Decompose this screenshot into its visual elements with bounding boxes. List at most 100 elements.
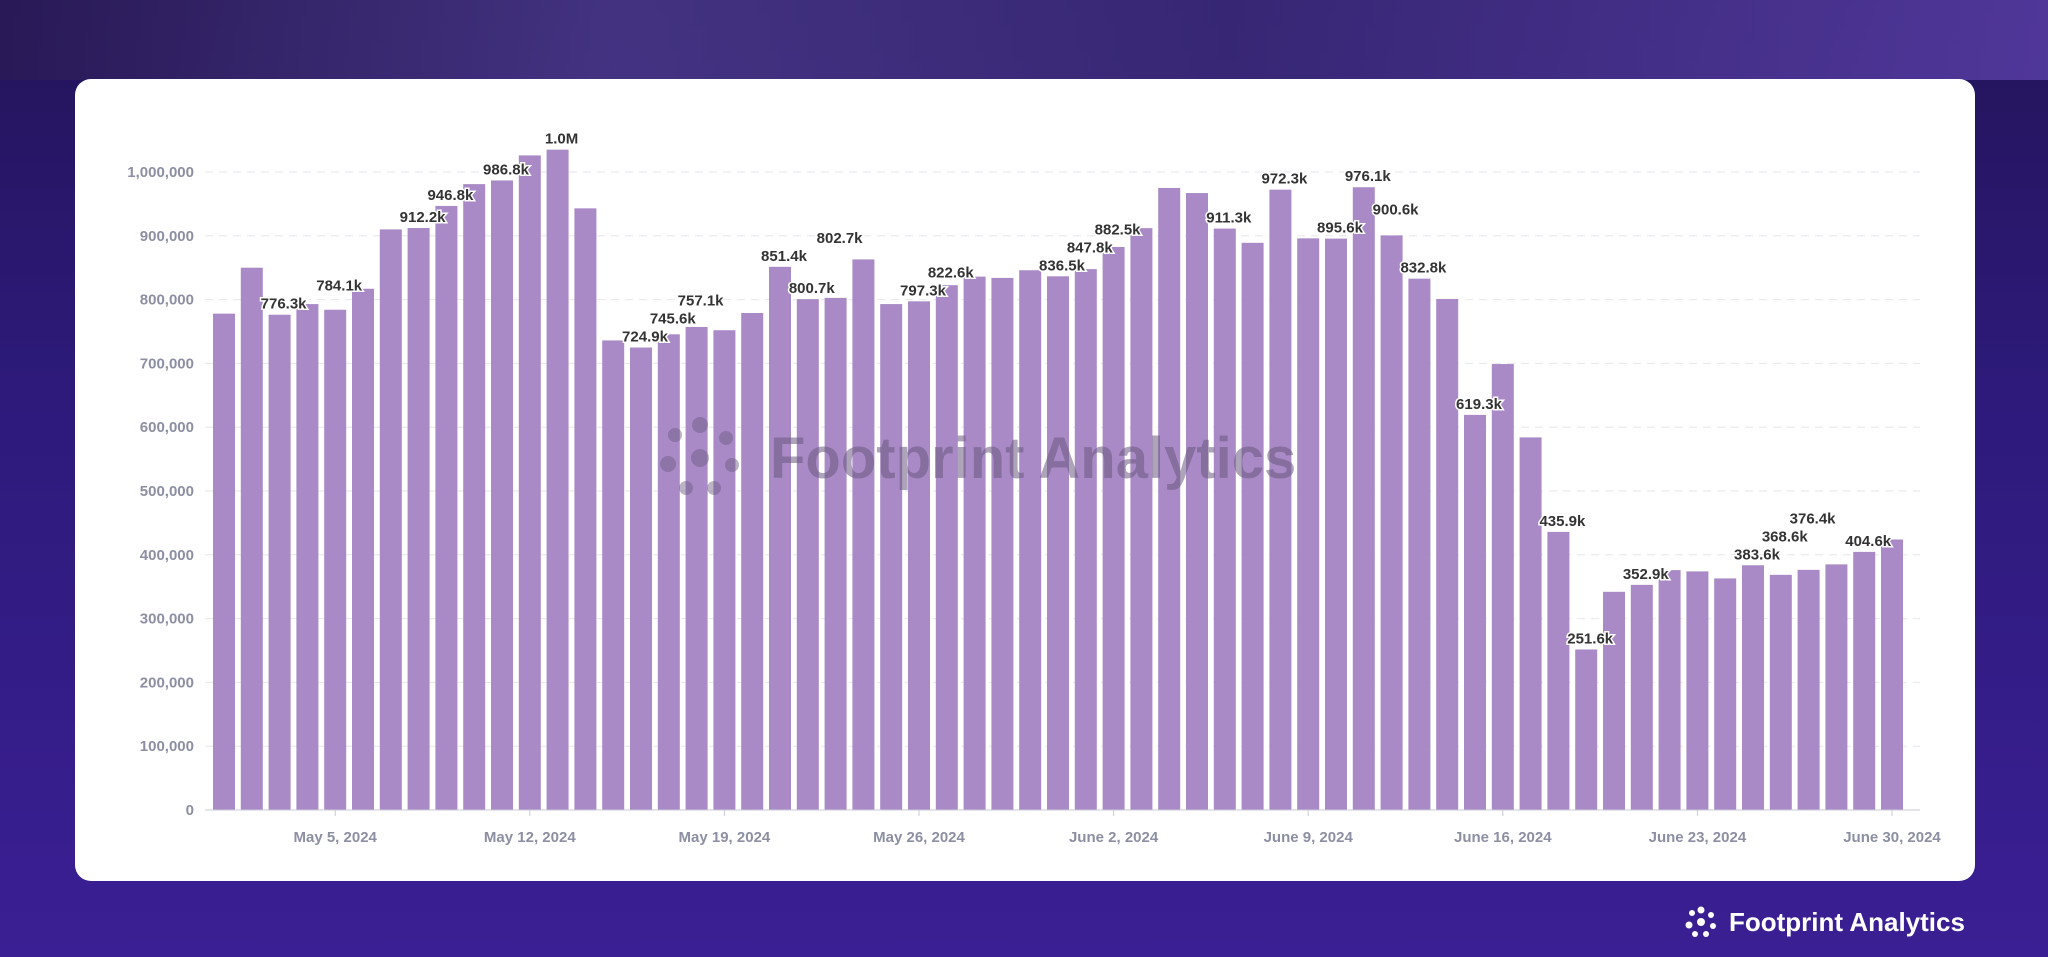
bar	[824, 297, 847, 810]
bar	[991, 277, 1014, 811]
data-label: 383.6k	[1734, 546, 1781, 563]
bar	[546, 149, 569, 811]
data-label: 912.2k	[400, 209, 447, 226]
bar	[713, 330, 736, 810]
data-label: 619.3k	[1456, 396, 1503, 413]
bar	[240, 267, 263, 810]
data-label: 911.3k	[1206, 210, 1252, 227]
bar	[1769, 574, 1792, 810]
bar	[1603, 591, 1625, 810]
data-label: 851.4k	[761, 248, 808, 265]
data-label: 986.8k	[483, 161, 530, 178]
data-label: 757.1k	[678, 293, 725, 310]
y-tick-label: 900,000	[140, 228, 194, 245]
bar	[407, 228, 430, 810]
data-label: 895.6k	[1317, 220, 1364, 237]
bar	[1380, 235, 1403, 810]
footprint-logo-icon	[1685, 906, 1716, 937]
bar	[1241, 242, 1264, 810]
data-label: 404.6k	[1845, 533, 1892, 550]
bar	[852, 259, 875, 810]
bar	[379, 229, 402, 811]
bar	[769, 266, 791, 811]
bar	[1130, 228, 1153, 811]
bar	[1547, 531, 1570, 810]
bar	[1352, 187, 1375, 811]
y-tick-label: 600,000	[140, 419, 194, 436]
bar	[324, 309, 347, 810]
x-tick-label: June 30, 2024	[1843, 829, 1941, 846]
bar	[1408, 278, 1431, 811]
data-label: 900.6k	[1373, 202, 1420, 219]
y-tick-label: 700,000	[140, 355, 194, 372]
bar	[1464, 414, 1486, 810]
bar	[1797, 569, 1820, 810]
y-tick-label: 0	[186, 802, 194, 819]
bar	[908, 301, 930, 810]
bar	[574, 208, 597, 811]
x-tick-label: May 5, 2024	[293, 829, 377, 846]
bar	[1297, 238, 1320, 811]
bar	[1519, 437, 1542, 810]
bar	[1825, 564, 1848, 810]
bar	[880, 304, 903, 810]
bar	[1213, 228, 1236, 811]
data-label: 784.1k	[316, 278, 363, 295]
data-label: 352.9k	[1623, 566, 1670, 583]
data-label: 976.1k	[1345, 168, 1392, 185]
bar	[1074, 269, 1097, 810]
bar	[491, 180, 513, 810]
x-tick-label: May 12, 2024	[484, 829, 576, 846]
y-tick-label: 800,000	[140, 292, 194, 309]
bar	[1630, 584, 1653, 810]
x-tick-label: June 2, 2024	[1069, 829, 1159, 846]
bar	[1158, 187, 1181, 810]
data-label: 972.3k	[1261, 171, 1308, 188]
x-tick-label: May 19, 2024	[679, 829, 771, 846]
bar	[1325, 238, 1347, 811]
watermark-logo-icon	[660, 417, 739, 495]
bar	[518, 155, 541, 811]
data-label: 800.7k	[789, 280, 836, 297]
data-label: 847.8k	[1067, 239, 1114, 256]
bar	[935, 285, 958, 810]
bar	[602, 340, 625, 810]
bar	[685, 326, 708, 810]
bar	[630, 347, 652, 810]
watermark-text: Footprint Analytics	[770, 426, 1296, 491]
data-label: 832.8k	[1400, 260, 1447, 277]
data-label: 797.3k	[900, 282, 947, 299]
x-tick-label: June 23, 2024	[1649, 829, 1747, 846]
y-tick-label: 300,000	[140, 611, 194, 628]
bar	[1436, 298, 1459, 810]
data-label: 1.0M	[545, 131, 578, 148]
y-tick-label: 100,000	[140, 738, 194, 755]
bar	[435, 205, 458, 811]
footprint-logo: Footprint Analytics	[1683, 904, 1965, 940]
data-label: 724.9k	[622, 329, 669, 346]
bar	[963, 276, 986, 811]
bar	[1102, 246, 1125, 811]
y-tick-label: 500,000	[140, 483, 194, 500]
x-tick-label: May 26, 2024	[873, 829, 965, 846]
x-tick-label: June 16, 2024	[1454, 829, 1552, 846]
data-label: 368.6k	[1762, 528, 1809, 545]
bar	[1714, 578, 1737, 810]
data-label: 836.5k	[1039, 257, 1086, 274]
bar	[657, 334, 680, 810]
bar	[741, 312, 764, 810]
bar	[1686, 571, 1709, 810]
bar	[268, 314, 291, 810]
bar	[1186, 193, 1208, 810]
data-label: 882.5k	[1095, 221, 1142, 238]
data-label: 745.6k	[650, 311, 697, 328]
bar	[1047, 276, 1069, 810]
bar	[1853, 551, 1876, 810]
x-tick-label: June 9, 2024	[1264, 829, 1354, 846]
data-label: 435.9k	[1539, 513, 1586, 530]
data-label: 802.7k	[817, 230, 864, 247]
data-label: 776.3k	[261, 296, 308, 313]
data-label: 946.8k	[427, 187, 474, 204]
y-tick-label: 1,000,000	[127, 164, 194, 181]
